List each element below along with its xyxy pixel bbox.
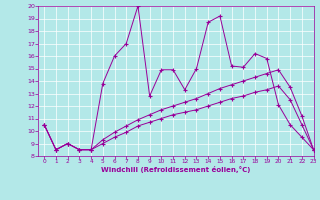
X-axis label: Windchill (Refroidissement éolien,°C): Windchill (Refroidissement éolien,°C) [101,166,251,173]
